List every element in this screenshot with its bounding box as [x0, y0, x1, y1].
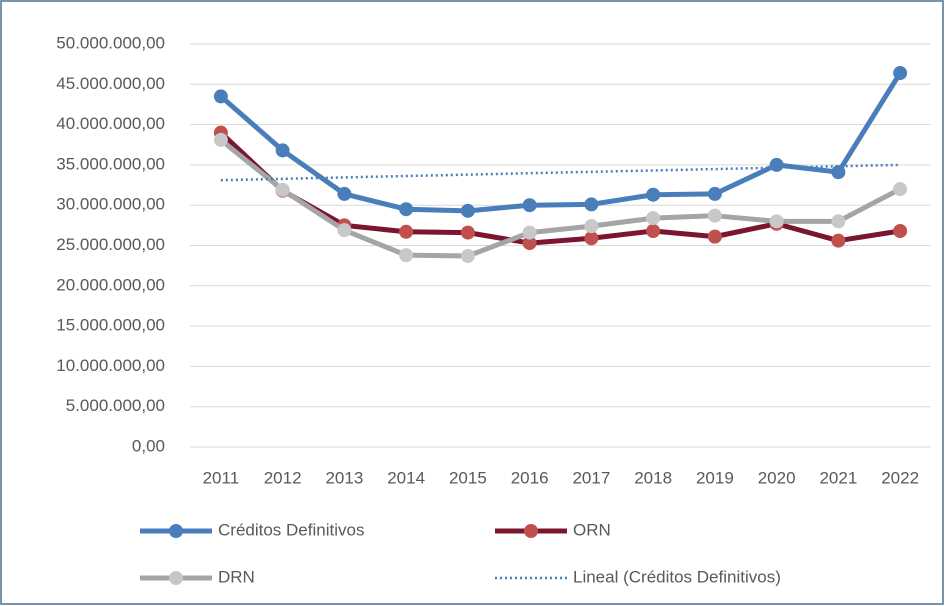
- point: [337, 223, 352, 238]
- y-tick-label: 10.000.000,00: [56, 356, 165, 375]
- y-tick-label: 40.000.000,00: [56, 114, 165, 133]
- x-tick-label: 2017: [572, 468, 610, 487]
- legend-label: Lineal (Créditos Definitivos): [573, 567, 781, 586]
- point: [460, 225, 475, 240]
- x-tick-label: 2019: [696, 468, 734, 487]
- point: [831, 233, 846, 248]
- x-tick-label: 2013: [325, 468, 363, 487]
- x-tick-label: 2022: [881, 468, 919, 487]
- y-tick-label: 0,00: [132, 436, 165, 455]
- point: [893, 182, 908, 197]
- point: [831, 214, 846, 229]
- point: [460, 203, 475, 218]
- point: [213, 89, 228, 104]
- series-line: [219, 130, 901, 246]
- y-tick-label: 35.000.000,00: [56, 154, 165, 173]
- legend-marker: [524, 524, 538, 538]
- point: [213, 132, 228, 147]
- point: [769, 157, 784, 172]
- legend-label: DRN: [218, 567, 255, 586]
- y-tick-label: 20.000.000,00: [56, 275, 165, 294]
- point: [646, 187, 661, 202]
- series-line: [219, 137, 902, 259]
- point: [707, 186, 722, 201]
- legend-marker: [169, 571, 183, 585]
- y-tick-label: 25.000.000,00: [56, 235, 165, 254]
- y-tick-label: 15.000.000,00: [56, 316, 165, 335]
- point: [646, 211, 661, 226]
- legend-label: ORN: [573, 520, 611, 539]
- point: [707, 229, 722, 244]
- point: [275, 143, 290, 158]
- x-tick-label: 2018: [634, 468, 672, 487]
- point: [707, 208, 722, 223]
- x-tick-label: 2012: [264, 468, 302, 487]
- x-tick-label: 2011: [203, 468, 240, 487]
- x-tick-label: 2020: [758, 468, 796, 487]
- series-line: [219, 71, 903, 214]
- point: [399, 224, 414, 239]
- point: [460, 248, 475, 263]
- point: [399, 202, 414, 217]
- point: [646, 223, 661, 238]
- legend-label: Créditos Definitivos: [218, 520, 364, 539]
- y-tick-label: 45.000.000,00: [56, 74, 165, 93]
- point: [399, 248, 414, 263]
- point: [893, 223, 908, 238]
- point: [831, 165, 846, 180]
- y-tick-label: 50.000.000,00: [56, 33, 165, 52]
- x-tick-label: 2016: [511, 468, 549, 487]
- y-tick-label: 30.000.000,00: [56, 195, 165, 214]
- point: [337, 186, 352, 201]
- point: [584, 219, 599, 234]
- point: [522, 198, 537, 213]
- point: [522, 236, 537, 251]
- point: [584, 231, 599, 246]
- point: [522, 225, 537, 240]
- x-tick-label: 2014: [387, 468, 425, 487]
- x-tick-label: 2015: [449, 468, 487, 487]
- point: [275, 182, 290, 197]
- x-tick-label: 2021: [819, 468, 857, 487]
- y-tick-label: 5.000.000,00: [66, 396, 165, 415]
- point: [584, 197, 599, 212]
- point: [893, 66, 908, 81]
- series-line: [220, 163, 901, 182]
- legend-marker: [169, 524, 183, 538]
- point: [769, 214, 784, 229]
